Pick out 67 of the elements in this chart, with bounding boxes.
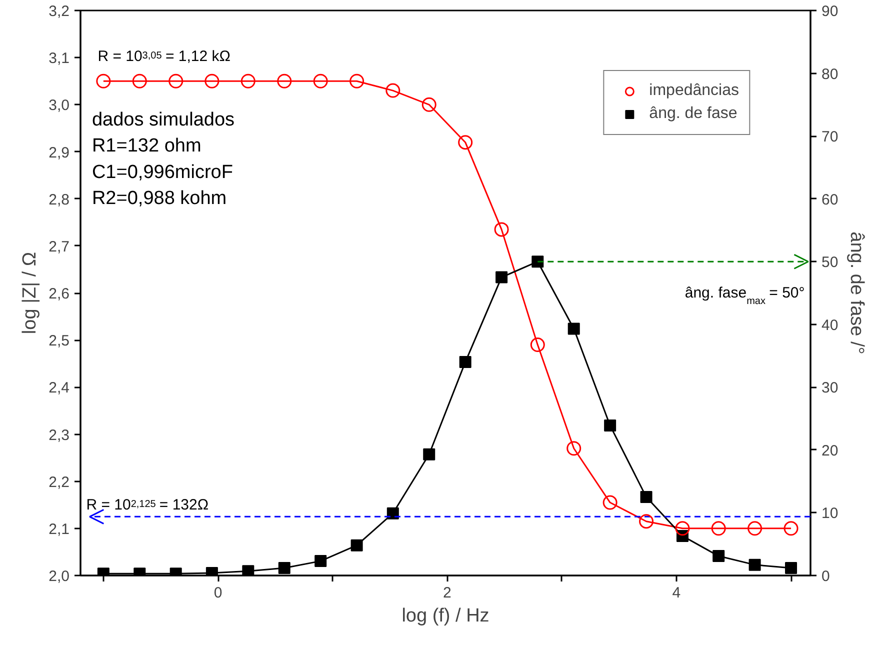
y-tick-label: 2,1 (48, 520, 70, 538)
point (602, 495, 618, 510)
point (458, 135, 473, 150)
y2-tick-label: 90 (822, 3, 838, 20)
point (278, 562, 290, 574)
y2-tick-label: 70 (822, 128, 838, 146)
point (314, 555, 327, 568)
point (96, 74, 111, 88)
legend-label: âng. de fase (649, 105, 738, 123)
y-tick-label: 2,9 (48, 144, 70, 162)
y-tick-label: 2,3 (48, 426, 70, 444)
y2-tick-label: 10 (822, 505, 838, 522)
point (568, 322, 580, 335)
y-tick-label: 2,4 (48, 380, 70, 397)
y2-tick-label: 50 (822, 254, 838, 272)
y2-tick-label: 0 (822, 568, 830, 585)
y2-axis-title: âng. de fase /° (846, 232, 868, 354)
point (350, 539, 363, 552)
point (604, 419, 616, 432)
point (132, 74, 147, 88)
point (240, 74, 256, 88)
point (785, 562, 798, 574)
point (530, 338, 545, 352)
point (313, 74, 328, 88)
point (675, 521, 690, 536)
y-tick-label: 2,7 (48, 238, 70, 256)
x-axis-title: log (f) / Hz (402, 606, 490, 626)
y-tick-label: 2,5 (48, 332, 70, 350)
y-tick-label: 3,2 (48, 3, 70, 20)
y-axis-title: log |Z| / Ω (20, 252, 41, 334)
y2-tick-label: 60 (822, 191, 838, 208)
y2-tick-label: 30 (822, 380, 838, 397)
point (494, 222, 509, 237)
point (711, 521, 726, 536)
point (168, 74, 184, 88)
point (386, 83, 400, 98)
y-tick-label: 2,2 (48, 474, 70, 491)
point (639, 514, 654, 529)
x-tick-label: 4 (672, 584, 681, 602)
x-tick-label: 2 (443, 584, 452, 602)
point (784, 521, 798, 536)
point (712, 550, 725, 562)
y-tick-label: 3,0 (48, 97, 70, 114)
point (422, 97, 436, 112)
point (566, 441, 582, 456)
annotation: dados simulados R1=132 ohm C1=0,996microF R2=0,988 kohm (92, 109, 235, 210)
x-tick-label: 0 (214, 584, 222, 602)
point (640, 491, 652, 504)
point (532, 256, 544, 268)
point (423, 448, 436, 460)
y-tick-label: 3,1 (48, 50, 70, 68)
point (459, 356, 472, 368)
point (496, 271, 508, 284)
point (204, 74, 220, 88)
point (748, 558, 761, 571)
point (277, 74, 292, 88)
legend-label: impedâncias (649, 82, 739, 100)
point (242, 565, 254, 576)
point (350, 74, 364, 88)
point (386, 507, 399, 520)
y2-tick-label: 80 (822, 66, 838, 83)
point (748, 521, 762, 536)
y-tick-label: 2,6 (48, 286, 70, 302)
y2-tick-label: 20 (822, 442, 838, 460)
y2-tick-label: 40 (822, 316, 838, 334)
y-tick-label: 2,8 (48, 191, 70, 208)
y-tick-label: 2,0 (48, 568, 70, 585)
